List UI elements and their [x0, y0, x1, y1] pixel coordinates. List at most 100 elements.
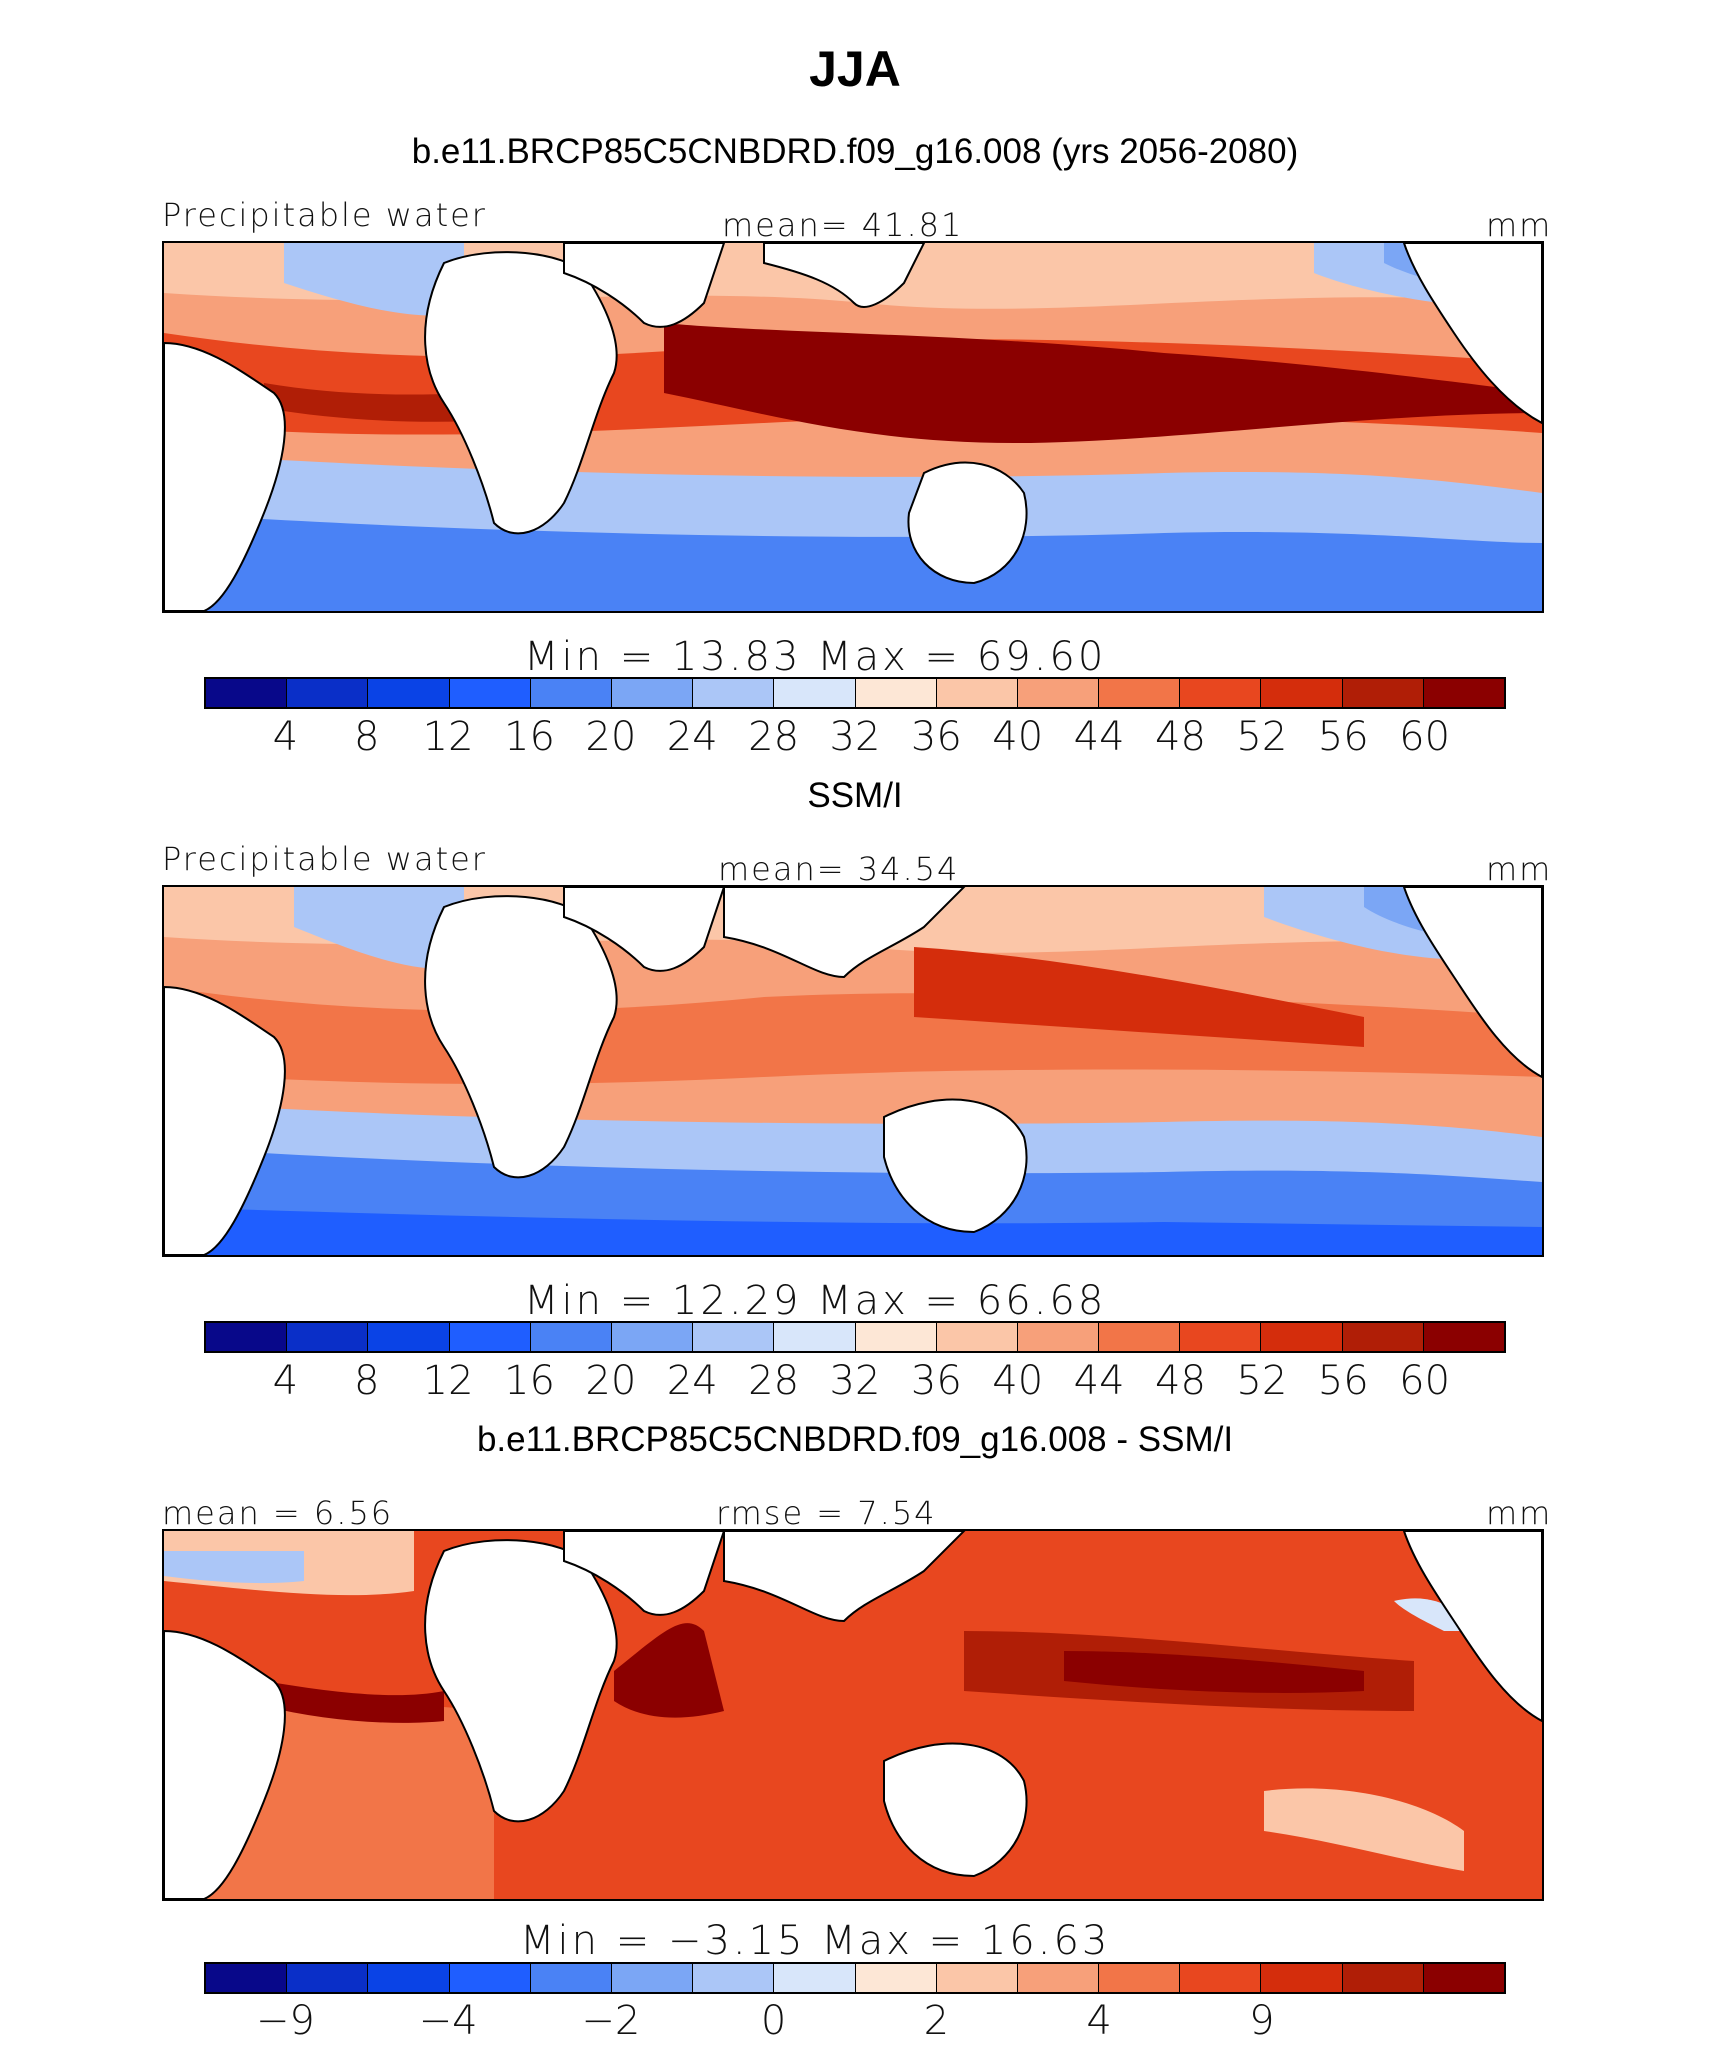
panel-1-mean: mean= 41.81: [722, 206, 964, 244]
colorbar-3-cell-15: [1423, 1964, 1504, 1992]
p2-australia: [883, 1098, 1028, 1234]
colorbar-2-tick-label: 8: [354, 1358, 380, 1404]
colorbar-3-cell-13: [1261, 1964, 1343, 1992]
panel-2-minmax: Min = 12.29 Max = 66.68: [524, 1278, 1107, 1324]
colorbar-1-tick-label: 24: [666, 714, 718, 760]
colorbar-2-cell-9: [936, 1323, 1018, 1351]
colorbar-2-cell-15: [1423, 1323, 1504, 1351]
panel-3-mean: mean = 6.56: [162, 1494, 394, 1532]
p2-arabia: [563, 887, 726, 972]
panel-2-mean: mean= 34.54: [718, 850, 960, 888]
colorbar-1-cell-3: [449, 679, 531, 707]
colorbar-2-tick-label: 12: [422, 1358, 474, 1404]
colorbar-3-cell-8: [855, 1964, 937, 1992]
colorbar-2-cell-4: [530, 1323, 612, 1351]
p1-south-america: [164, 341, 286, 611]
p1-cool-natl: [284, 243, 464, 316]
colorbar-2-tick-label: 24: [666, 1358, 718, 1404]
panel-1-ticks: 4 8 12 16 20 24 28 32 36 40 44 48 52 56 60: [0, 714, 1710, 762]
colorbar-1-tick-label: 16: [504, 714, 555, 760]
colorbar-1-tick-label: 8: [354, 714, 380, 760]
p2-warm-core: [914, 947, 1364, 1047]
panel-2-map-svg: [164, 887, 1542, 1255]
colorbar-1-cell-15: [1423, 679, 1504, 707]
p1-north-america: [1402, 243, 1542, 425]
p3-natl-cool: [164, 1551, 304, 1584]
panel-3-minmax: Min = −3.15 Max = 16.63: [520, 1918, 1111, 1964]
colorbar-3-tick-label: −4: [418, 1998, 478, 2044]
colorbar-1-tick-label: 44: [1073, 714, 1125, 760]
colorbar-1-tick-label: 20: [585, 714, 637, 760]
colorbar-3-tick-label: 9: [1249, 1998, 1275, 2044]
colorbar-2-cell-3: [449, 1323, 531, 1351]
colorbar-1-cell-4: [530, 679, 612, 707]
figure-title: JJA: [809, 41, 901, 97]
panel-3-subtitle: b.e11.BRCP85C5CNBDRD.f09_g16.008 - SSM/I: [476, 1420, 1234, 1459]
p1-warm-pool: [664, 323, 1542, 443]
colorbar-2-tick-label: 52: [1236, 1358, 1288, 1404]
colorbar-1-cell-10: [1017, 679, 1100, 707]
colorbar-2-cell-13: [1261, 1323, 1343, 1351]
colorbar-1-cell-0: [206, 679, 288, 707]
p1-australia: [907, 461, 1028, 585]
colorbar-3-tick-label: −2: [581, 1998, 641, 2044]
p3-atl-max: [264, 1681, 444, 1723]
panel-3-rmse: rmse = 7.54: [716, 1494, 937, 1532]
colorbar-2-tick-label: 40: [992, 1358, 1044, 1404]
colorbar-2-cell-1: [287, 1323, 369, 1351]
colorbar-3-cell-4: [530, 1964, 612, 1992]
colorbar-2-tick-label: 28: [748, 1358, 800, 1404]
colorbar-3-cell-5: [611, 1964, 694, 1992]
p2-south-cooler: [164, 1207, 1542, 1255]
colorbar-1-cell-6: [693, 679, 775, 707]
p3-io-max: [614, 1623, 724, 1718]
colorbar-3-cell-3: [449, 1964, 531, 1992]
p3-north-america: [1402, 1531, 1542, 1723]
p3-spac-light: [1264, 1788, 1464, 1871]
colorbar-3-cell-10: [1017, 1964, 1100, 1992]
colorbar-2-cell-5: [611, 1323, 694, 1351]
colorbar-3-cell-0: [206, 1964, 288, 1992]
colorbar-2-cell-8: [855, 1323, 937, 1351]
colorbar-2-tick-label: 48: [1155, 1358, 1206, 1404]
colorbar-3-cell-14: [1342, 1964, 1424, 1992]
colorbar-3-cell-1: [287, 1964, 369, 1992]
colorbar-1-cell-9: [936, 679, 1018, 707]
colorbar-1-tick-label: 52: [1236, 714, 1288, 760]
p3-australia: [883, 1742, 1028, 1878]
panel-2-ticks: 4 8 12 16 20 24 28 32 36 40 44 48 52 56 60: [0, 1358, 1710, 1406]
panel-1-map: [162, 241, 1544, 613]
colorbar-1-tick-label: 56: [1317, 714, 1369, 760]
p3-arabia: [563, 1531, 726, 1616]
colorbar-3-cell-6: [693, 1964, 775, 1992]
colorbar-2-tick-label: 32: [829, 1358, 881, 1404]
colorbar-2-tick-label: 4: [272, 1358, 299, 1404]
colorbar-2-cell-6: [693, 1323, 775, 1351]
colorbar-3-tick-label: 2: [923, 1998, 950, 2044]
colorbar-1-tick-label: 36: [910, 714, 962, 760]
colorbar-1-cell-2: [368, 679, 450, 707]
colorbar-2-tick-label: 56: [1317, 1358, 1369, 1404]
colorbar-3-tick-label: −9: [255, 1998, 315, 2044]
p3-pac-max: [1064, 1651, 1364, 1693]
colorbar-1-tick-label: 32: [829, 714, 881, 760]
panel-1-left-label: Precipitable water: [162, 196, 487, 234]
p2-cool-natl: [294, 887, 464, 969]
colorbar-2-cell-10: [1017, 1323, 1100, 1351]
colorbar-1-cell-14: [1342, 679, 1424, 707]
colorbar-1-tick-label: 4: [272, 714, 299, 760]
panel-2-left-label: Precipitable water: [162, 840, 487, 878]
colorbar-2-cell-2: [368, 1323, 450, 1351]
colorbar-3-cell-7: [774, 1964, 856, 1992]
panel-1-units: mm: [1486, 206, 1553, 244]
colorbar-2-tick-label: 36: [910, 1358, 962, 1404]
colorbar-2-cell-11: [1099, 1323, 1181, 1351]
colorbar-1-tick-label: 48: [1155, 714, 1206, 760]
p1-asia: [763, 243, 926, 308]
colorbar-2-cell-12: [1180, 1323, 1262, 1351]
colorbar-1-cell-8: [855, 679, 937, 707]
p2-asia: [723, 887, 966, 979]
panel-2-colorbar: [204, 1321, 1506, 1353]
p2-north-america: [1402, 887, 1542, 1079]
colorbar-2-tick-label: 16: [504, 1358, 555, 1404]
